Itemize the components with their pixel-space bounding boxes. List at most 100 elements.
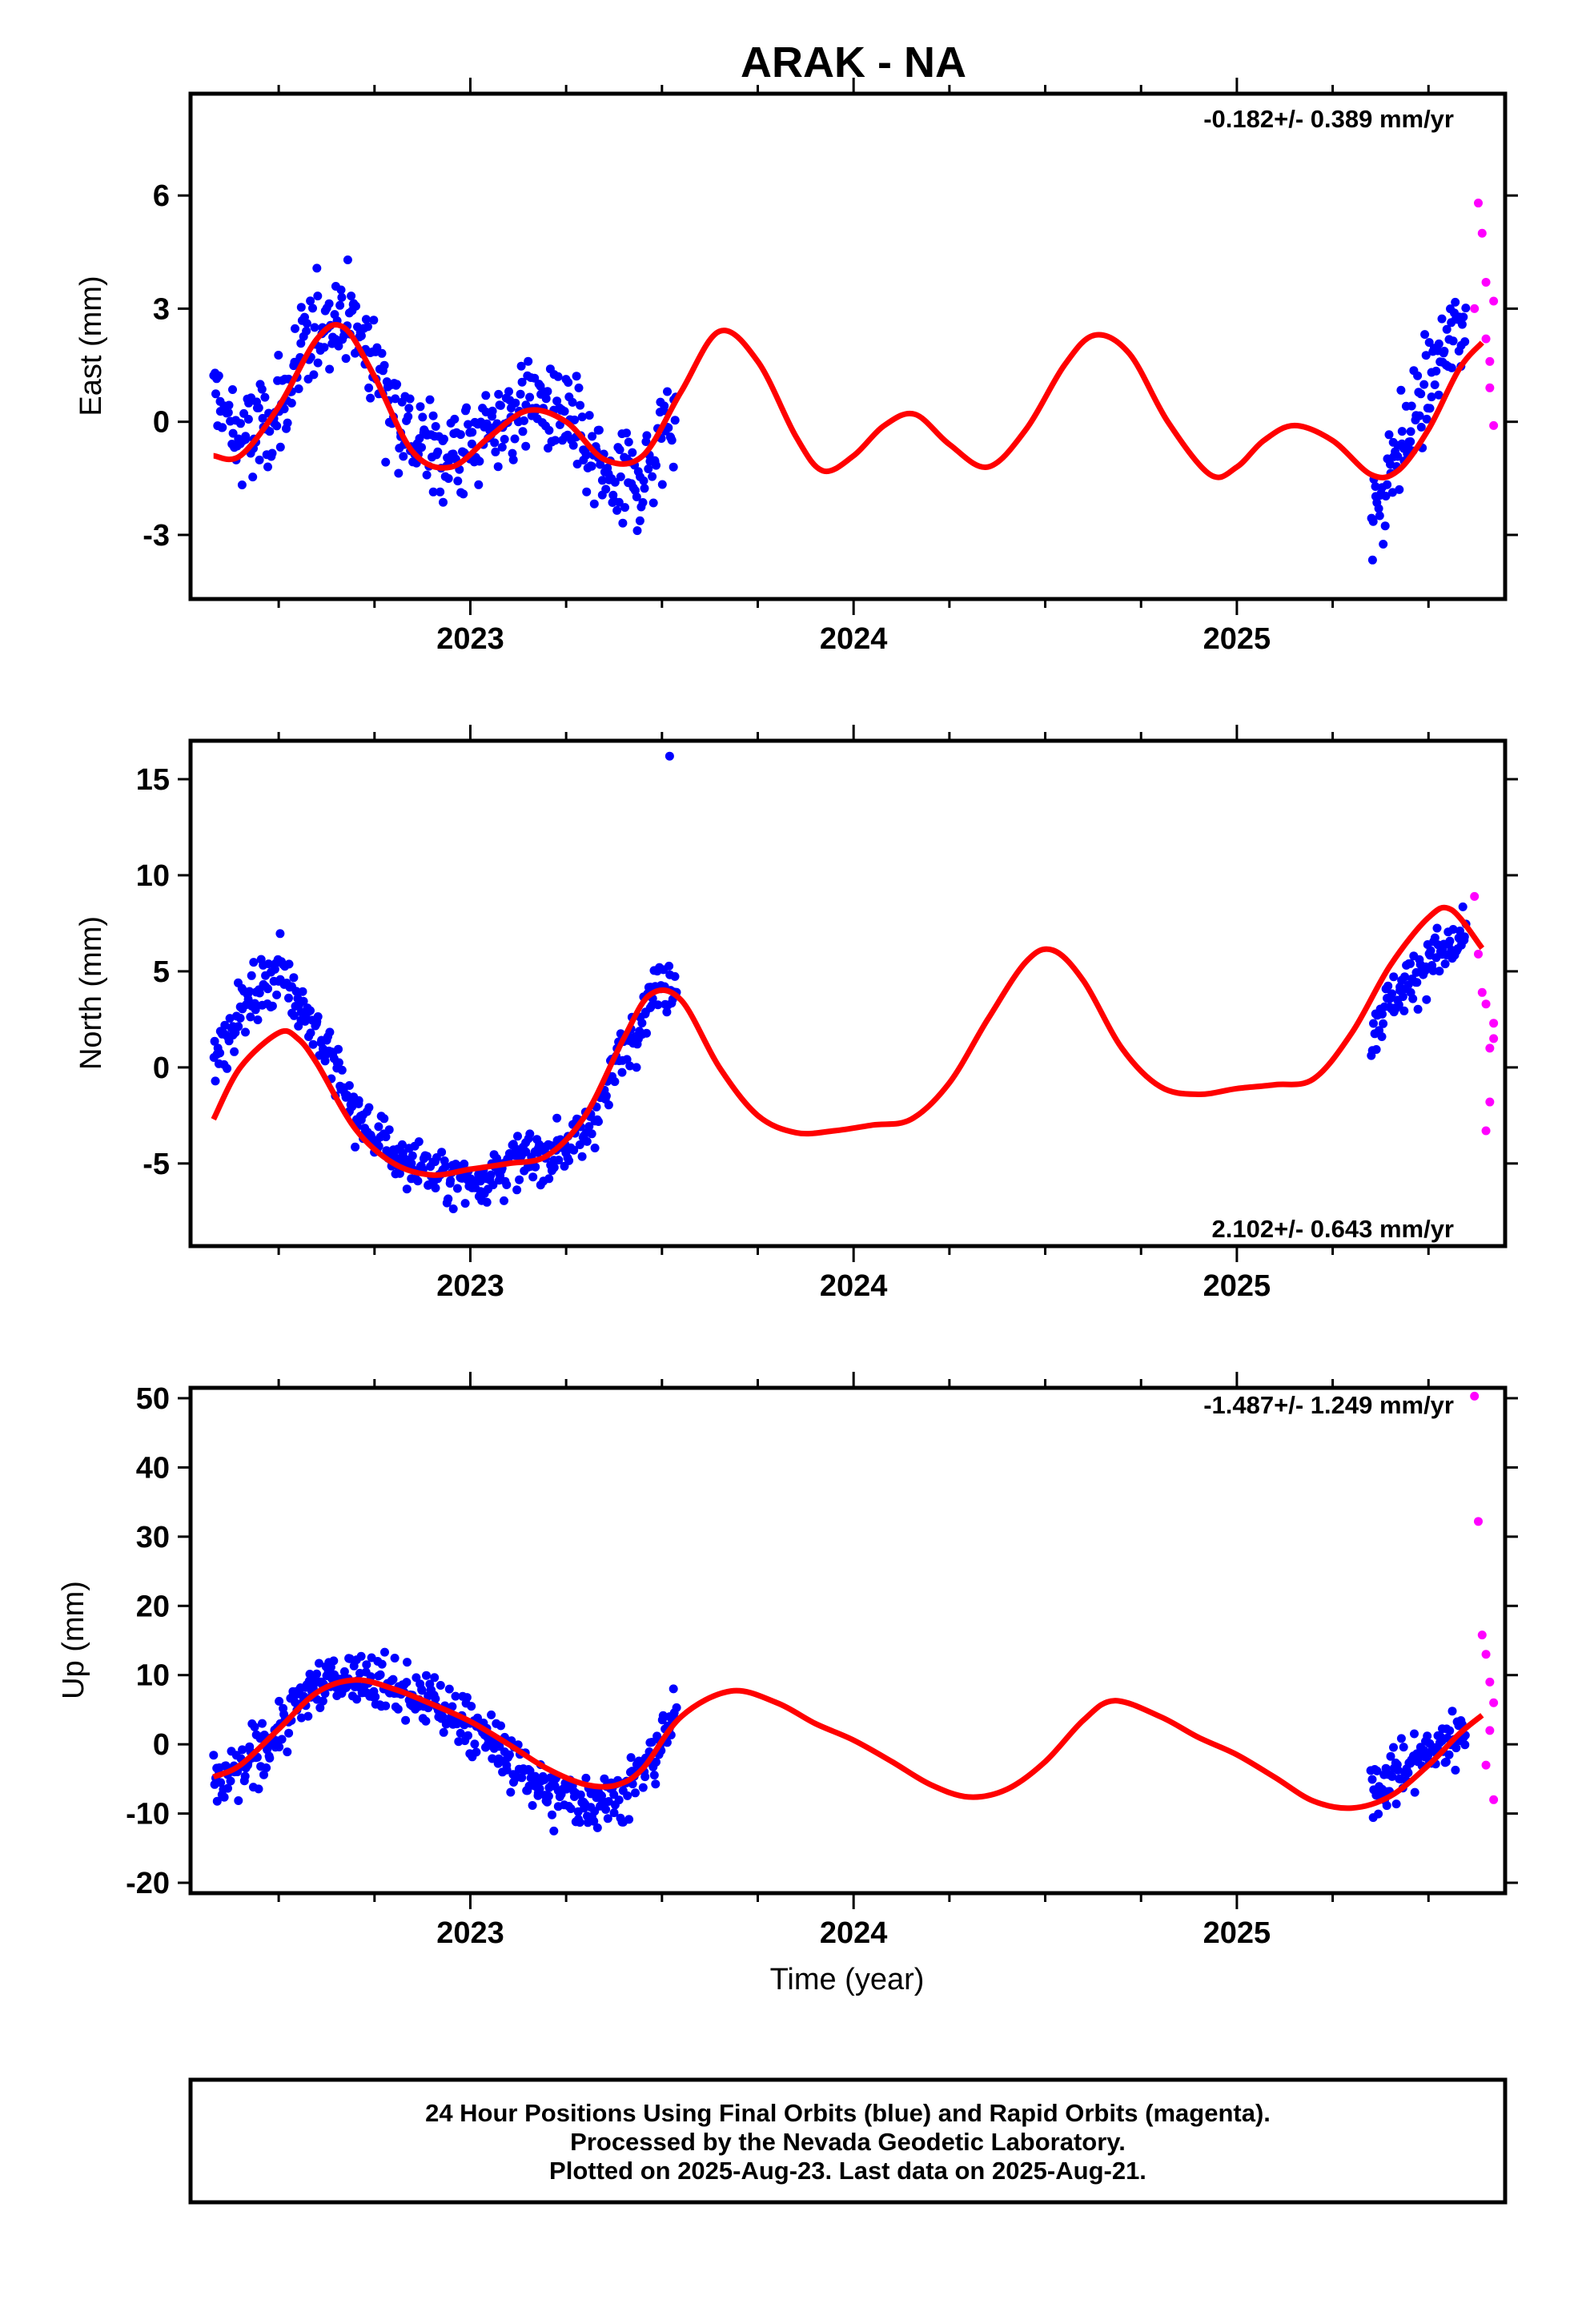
final-orbit-point [488,1754,497,1763]
final-orbit-point [589,1816,599,1826]
final-orbit-point [366,393,375,403]
final-orbit-point [577,412,587,422]
final-orbit-point [403,1658,412,1667]
final-orbit-point [431,1694,440,1703]
final-orbit-point [375,1670,385,1679]
final-orbit-point [439,1727,448,1737]
rapid-orbit-point [1485,1726,1495,1735]
final-orbit-point [1425,404,1435,413]
final-orbit-point [1457,320,1467,329]
final-orbit-point [235,1013,245,1023]
rapid-orbit-point [1481,1760,1491,1770]
east-ticks [178,78,1518,615]
final-orbit-point [564,1156,574,1165]
final-orbit-point [620,503,629,513]
final-orbit-point [662,1007,672,1017]
final-orbit-point [313,1012,323,1021]
final-orbit-point [284,959,294,969]
final-orbit-point [581,1773,591,1783]
final-orbit-point [617,1068,627,1077]
final-orbit-point [334,1058,343,1068]
final-orbit-point [504,1750,514,1759]
up-y-tick-label: 0 [153,1728,170,1762]
final-orbit-point [543,387,552,396]
final-orbit-point [1413,1004,1423,1014]
rapid-orbit-point [1485,1097,1495,1107]
final-orbit-point [324,299,334,308]
final-orbit-point [456,430,465,440]
final-orbit-point [1427,392,1436,402]
final-orbit-point [568,440,578,450]
final-orbit-point [448,1204,458,1213]
final-orbit-point [597,476,607,485]
final-orbit-point [243,995,253,1004]
final-orbit-point [516,389,525,399]
final-orbit-point [337,1065,347,1075]
final-orbit-point [381,457,391,467]
final-orbit-point [297,1713,306,1723]
final-orbit-point [616,472,625,481]
final-orbit-point [448,1702,457,1711]
final-orbit-point [263,462,272,472]
final-orbit-point [335,300,345,310]
final-orbit-point [587,461,596,471]
final-orbit-point [255,455,264,464]
final-orbit-point [610,1077,620,1087]
final-orbit-point [1445,1726,1455,1735]
final-orbit-point [548,1810,556,1819]
final-orbit-point [226,1776,235,1786]
final-orbit-point [652,1757,661,1767]
final-orbit-point [631,1788,640,1798]
final-orbit-point [504,387,513,396]
final-orbit-point [298,987,307,996]
east-x-tick-label: 2024 [820,622,888,656]
final-orbit-point [634,1756,644,1766]
final-orbit-point [475,456,484,466]
final-orbit-point [502,1765,512,1775]
final-orbit-point [575,1140,584,1149]
rapid-orbit-point [1481,1650,1491,1659]
footer-line-2: Processed by the Nevada Geodetic Laborat… [570,2128,1126,2156]
final-orbit-point [1367,1775,1377,1784]
final-orbit-point [343,255,352,264]
final-orbit-point [511,398,520,408]
rapid-orbit-point [1489,420,1499,430]
final-orbit-point [437,1148,447,1157]
final-orbit-point [309,370,319,380]
east-y-tick-label: -3 [143,519,170,553]
final-orbit-point [653,1000,663,1010]
final-orbit-point [313,358,323,368]
final-orbit-point [596,460,605,469]
rapid-orbit-point [1473,1517,1483,1526]
final-orbit-point [496,400,505,410]
final-orbit-point [377,348,387,358]
up-data-points [209,1391,1499,1835]
final-orbit-point [1437,314,1447,324]
final-orbit-point [1381,492,1391,501]
final-orbit-point [421,1716,431,1726]
final-orbit-point [1419,380,1429,389]
rapid-orbit-point [1485,383,1495,392]
final-orbit-point [1410,1729,1419,1739]
final-orbit-point [422,470,432,480]
final-orbit-point [388,1675,398,1684]
final-orbit-point [1387,1771,1397,1781]
final-orbit-point [302,326,311,336]
final-orbit-point [422,1671,431,1680]
final-orbit-point [588,432,597,441]
final-orbit-point [601,1092,611,1100]
final-orbit-point [482,419,492,428]
final-orbit-point [590,1144,600,1152]
final-orbit-point [364,383,374,392]
final-orbit-point [1434,390,1443,400]
final-orbit-point [624,1815,634,1824]
final-orbit-point [589,499,599,509]
final-orbit-point [525,1129,535,1139]
north-x-tick-label: 2025 [1203,1269,1271,1303]
final-orbit-point [329,1656,339,1666]
final-orbit-point [488,406,497,416]
final-orbit-point [306,296,315,306]
final-orbit-point [450,414,460,424]
north-y-tick-label: 10 [136,859,170,893]
final-orbit-point [209,1751,219,1760]
